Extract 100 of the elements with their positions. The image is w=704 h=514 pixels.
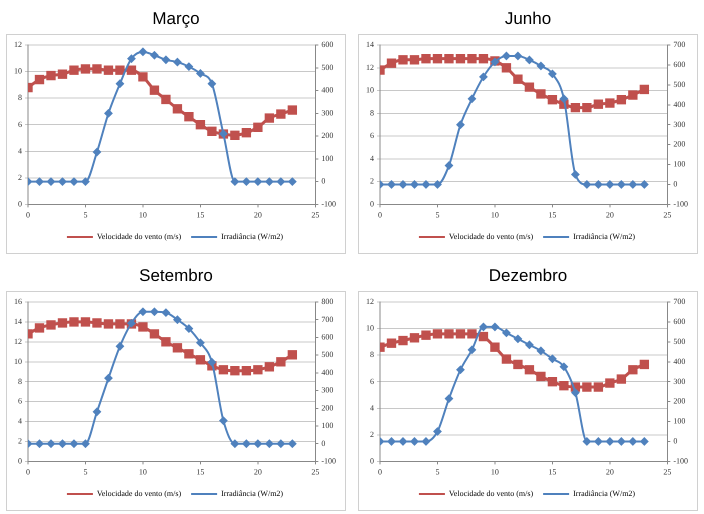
y-tick-label: 0 — [370, 456, 374, 466]
x-tick-label: 15 — [196, 210, 204, 220]
y2-tick-label: 0 — [673, 180, 678, 189]
x-tick-label: 10 — [138, 210, 147, 220]
y2-tick-label: 600 — [673, 317, 686, 326]
chart-title: Dezembro — [488, 265, 568, 287]
legend-label: Velocidade do vento (m/s) — [96, 232, 182, 242]
y-tick-label: 2 — [370, 176, 374, 186]
y2-tick-label: 500 — [673, 336, 686, 346]
y2-tick-label: 400 — [673, 100, 686, 109]
y-tick-label: 12 — [14, 40, 22, 50]
legend-label: Velocidade do vento (m/s) — [448, 232, 534, 242]
chart-title: Junho — [504, 8, 552, 30]
y2-tick-label: 700 — [321, 314, 334, 324]
chart-title: Março — [151, 8, 201, 30]
y2-tick-label: 0 — [673, 436, 678, 446]
y-tick-label: 4 — [18, 146, 22, 156]
y-tick-label: 12 — [14, 336, 22, 346]
y-tick-label: 6 — [18, 120, 22, 129]
y-tick-label: 4 — [370, 403, 374, 412]
x-tick-label: 20 — [606, 210, 614, 220]
y-tick-label: 16 — [14, 297, 22, 306]
y2-tick-label: 400 — [673, 356, 686, 366]
y-tick-label: 10 — [366, 324, 374, 333]
y2-tick-label: 300 — [321, 386, 334, 395]
y-tick-label: 4 — [18, 416, 22, 426]
x-tick-label: 10 — [138, 467, 147, 476]
y2-tick-label: 700 — [673, 40, 686, 50]
x-tick-label: 10 — [490, 210, 499, 220]
legend-label: Velocidade do vento (m/s) — [448, 489, 534, 498]
y2-tick-label: 600 — [673, 60, 686, 70]
legend-label: Velocidade do vento (m/s) — [96, 489, 182, 498]
x-tick-label: 15 — [196, 467, 204, 476]
y-tick-label: 10 — [14, 356, 22, 366]
y-tick-label: 8 — [370, 350, 374, 360]
y-tick-label: 0 — [18, 456, 22, 466]
y2-tick-label: 0 — [321, 438, 326, 448]
y2-tick-label: 200 — [321, 403, 334, 412]
y2-tick-label: 500 — [673, 80, 686, 89]
x-tick-label: 25 — [311, 210, 320, 220]
y-tick-label: 6 — [18, 396, 22, 406]
y-tick-label: 2 — [18, 436, 22, 446]
y2-tick-label: -100 — [673, 199, 688, 208]
y2-tick-label: 600 — [321, 40, 334, 50]
x-tick-label: 25 — [663, 467, 672, 476]
y2-tick-label: 0 — [321, 176, 326, 186]
y-tick-label: 0 — [370, 199, 374, 208]
y2-tick-label: -100 — [673, 456, 688, 466]
y2-tick-label: 200 — [673, 140, 686, 149]
y2-tick-label: 100 — [321, 154, 334, 163]
y-tick-label: 8 — [370, 108, 374, 118]
x-tick-label: 15 — [548, 210, 556, 220]
y2-tick-label: 200 — [321, 131, 334, 140]
x-tick-label: 0 — [26, 210, 30, 220]
y2-tick-label: 600 — [321, 332, 334, 342]
x-tick-label: 20 — [254, 210, 262, 220]
y-tick-label: 12 — [366, 297, 374, 306]
x-tick-label: 20 — [606, 467, 614, 476]
y-tick-label: 14 — [14, 317, 22, 326]
x-tick-label: 0 — [378, 210, 382, 220]
y2-tick-label: 800 — [321, 297, 334, 306]
x-tick-label: 5 — [83, 467, 88, 476]
y2-tick-label: 300 — [321, 108, 334, 118]
y2-tick-label: 300 — [673, 376, 686, 386]
y-tick-label: 8 — [18, 376, 22, 386]
y-tick-label: 0 — [18, 199, 22, 208]
y2-tick-label: -100 — [321, 199, 336, 208]
x-tick-label: 20 — [254, 467, 262, 476]
legend-label: Irradiância (W/m2) — [573, 489, 636, 498]
x-tick-label: 0 — [26, 467, 30, 476]
y2-tick-label: 500 — [321, 62, 334, 72]
legend-label: Irradiância (W/m2) — [221, 489, 284, 498]
y-tick-label: 10 — [14, 66, 22, 76]
x-tick-label: 10 — [490, 467, 499, 476]
legend-label: Irradiância (W/m2) — [573, 232, 636, 242]
x-tick-label: 0 — [378, 467, 382, 476]
chart-title: Setembro — [138, 265, 214, 287]
y-tick-label: 6 — [370, 376, 374, 386]
y2-tick-label: 400 — [321, 368, 334, 377]
y2-tick-label: 100 — [673, 160, 686, 169]
x-tick-label: 5 — [435, 467, 440, 476]
y-tick-label: 10 — [366, 86, 374, 95]
y2-tick-label: 500 — [321, 350, 334, 360]
y-tick-label: 6 — [370, 131, 374, 140]
y-tick-label: 4 — [370, 154, 374, 163]
legend-label: Irradiância (W/m2) — [221, 232, 284, 242]
y2-tick-label: -100 — [321, 456, 336, 466]
y2-tick-label: 100 — [673, 416, 686, 426]
y-tick-label: 8 — [18, 93, 22, 102]
x-tick-label: 5 — [435, 210, 440, 220]
y-tick-label: 14 — [366, 40, 374, 50]
y-tick-label: 2 — [18, 172, 22, 182]
y2-tick-label: 300 — [673, 120, 686, 129]
y2-tick-label: 200 — [673, 396, 686, 406]
x-tick-label: 15 — [548, 467, 556, 476]
y-tick-label: 12 — [366, 62, 374, 72]
x-tick-label: 5 — [83, 210, 88, 220]
y2-tick-label: 700 — [673, 297, 686, 306]
y-tick-label: 2 — [370, 430, 374, 439]
x-tick-label: 25 — [663, 210, 672, 220]
